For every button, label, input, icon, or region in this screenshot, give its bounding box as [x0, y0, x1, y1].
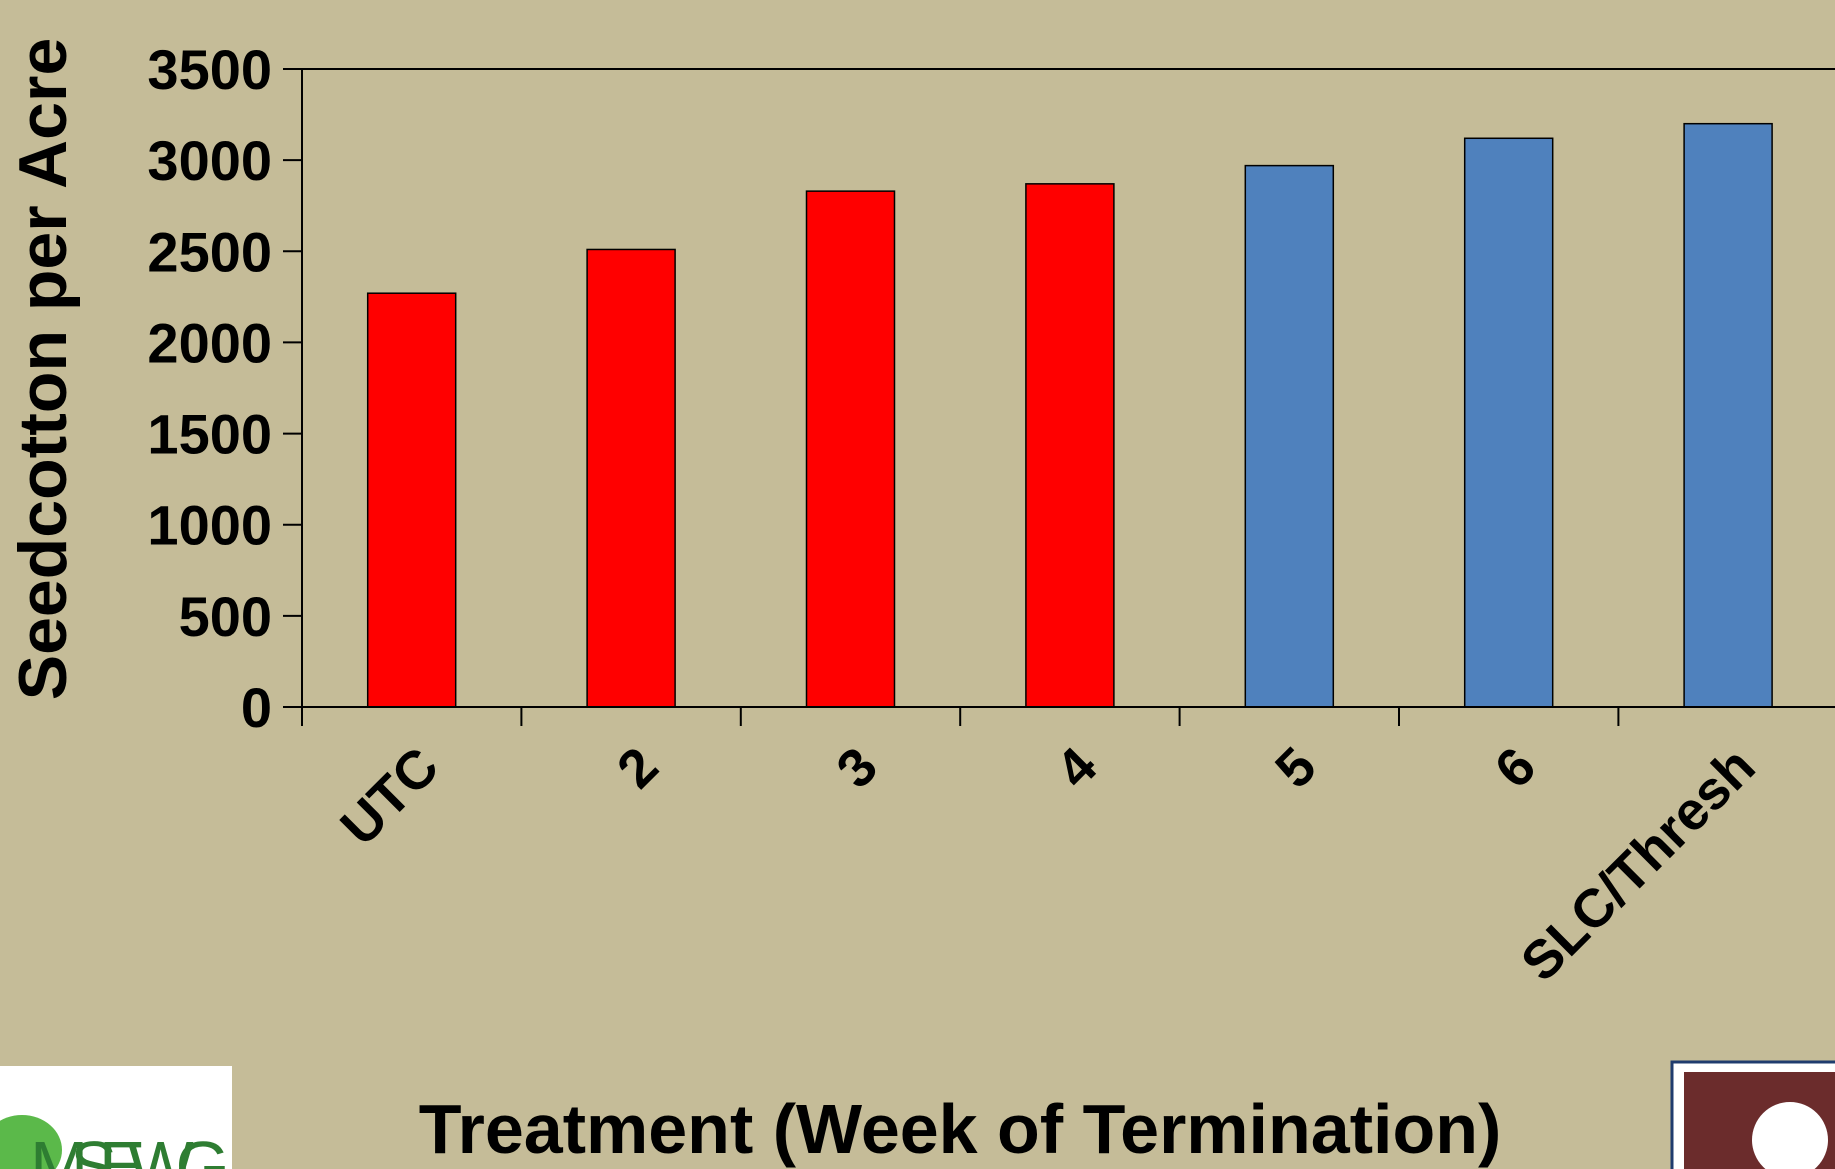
- x-axis-title: Treatment (Week of Termination): [419, 1090, 1502, 1168]
- y-axis-title: Seedcotton per Acre: [5, 38, 81, 701]
- logo-cotton: [1752, 1102, 1828, 1169]
- y-tick-label: 500: [179, 585, 272, 648]
- right-logo: [1670, 1060, 1835, 1169]
- bar: [1244, 164, 1335, 708]
- y-tick-label: 0: [241, 676, 272, 739]
- x-tick-label: 4: [1045, 736, 1109, 800]
- bar: [805, 190, 896, 708]
- logo-bug: [0, 1115, 62, 1169]
- bar: [366, 292, 457, 708]
- x-tick-label: SLC/Thresh: [1510, 736, 1767, 993]
- left-logo: MSEWG: [0, 1066, 232, 1169]
- y-tick-label: 2000: [147, 311, 272, 374]
- y-tick-label: 1500: [147, 403, 272, 466]
- y-tick-label: 2500: [147, 220, 272, 283]
- y-tick-label: 1000: [147, 494, 272, 557]
- x-tick-label: 6: [1484, 736, 1548, 800]
- bar: [1025, 183, 1115, 708]
- logo-text: MSEWG: [30, 1127, 230, 1169]
- x-tick-label: 5: [1264, 736, 1328, 800]
- bar: [586, 248, 676, 708]
- y-tick-label: 3500: [147, 38, 272, 101]
- x-tick-label: UTC: [329, 736, 450, 857]
- x-tick-label: 2: [606, 736, 670, 800]
- bar: [1463, 137, 1554, 708]
- bar: [1683, 122, 1773, 708]
- x-tick-label: 3: [825, 736, 889, 800]
- y-tick-label: 3000: [147, 129, 272, 192]
